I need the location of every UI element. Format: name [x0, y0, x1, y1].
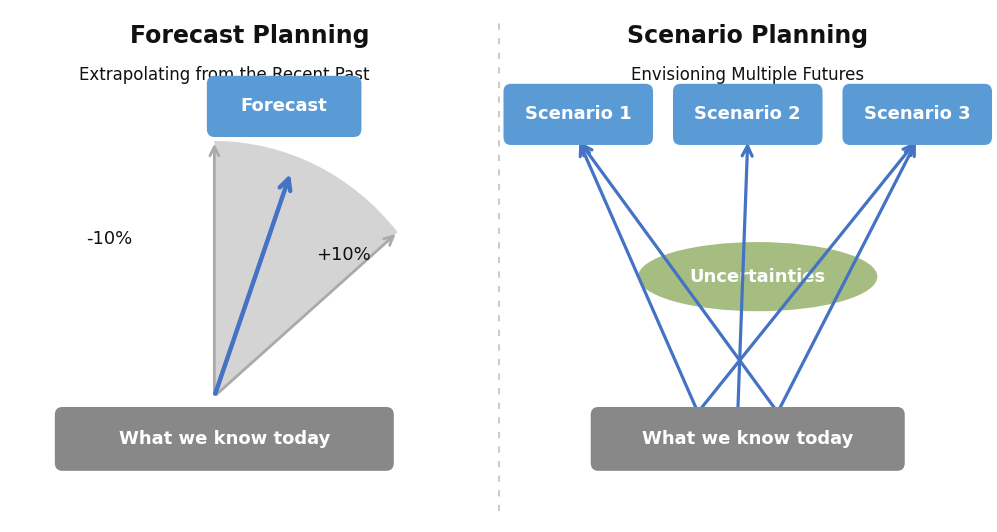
- Text: Scenario 1: Scenario 1: [525, 105, 631, 123]
- Wedge shape: [214, 141, 398, 396]
- Text: Scenario 3: Scenario 3: [864, 105, 970, 123]
- Text: What we know today: What we know today: [642, 430, 853, 448]
- FancyBboxPatch shape: [590, 407, 905, 471]
- Text: Scenario Planning: Scenario Planning: [627, 24, 868, 48]
- FancyBboxPatch shape: [842, 84, 992, 145]
- FancyBboxPatch shape: [207, 76, 361, 137]
- Text: Envisioning Multiple Futures: Envisioning Multiple Futures: [631, 66, 864, 85]
- Text: +10%: +10%: [317, 246, 371, 264]
- Text: Forecast: Forecast: [240, 97, 328, 115]
- Text: Extrapolating from the Recent Past: Extrapolating from the Recent Past: [79, 66, 370, 85]
- Text: What we know today: What we know today: [119, 430, 330, 448]
- Text: Uncertainties: Uncertainties: [690, 268, 826, 286]
- FancyBboxPatch shape: [55, 407, 394, 471]
- Text: Forecast Planning: Forecast Planning: [130, 24, 369, 48]
- FancyBboxPatch shape: [503, 84, 653, 145]
- Text: -10%: -10%: [87, 230, 133, 248]
- Text: Scenario 2: Scenario 2: [695, 105, 801, 123]
- Ellipse shape: [638, 242, 877, 311]
- FancyBboxPatch shape: [673, 84, 823, 145]
